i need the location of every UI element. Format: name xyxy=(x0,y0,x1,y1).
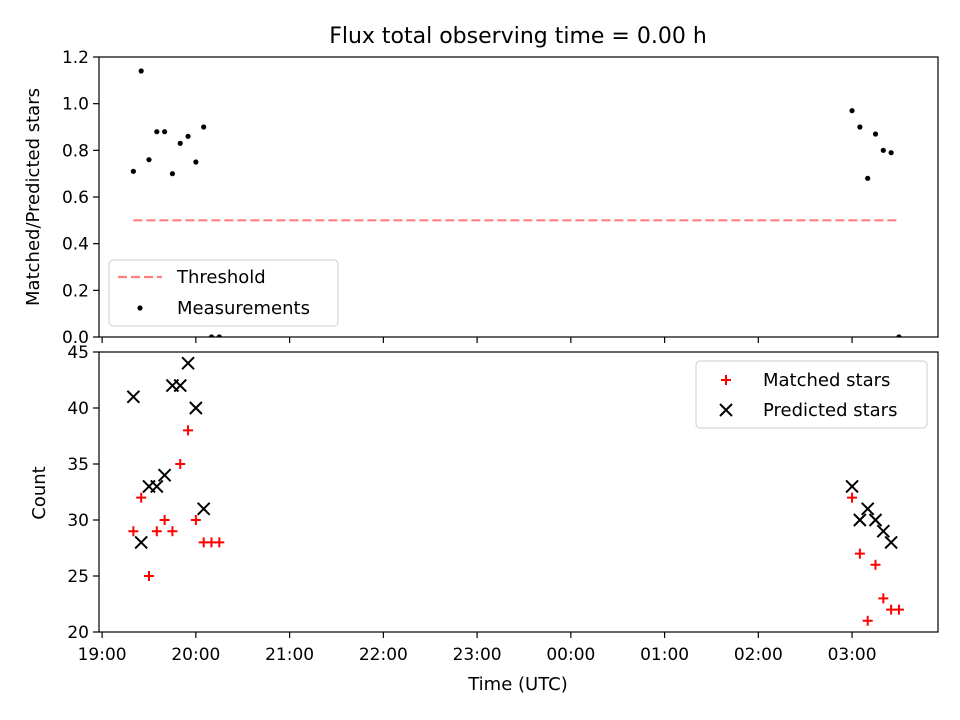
predicted-stars-point xyxy=(134,535,148,550)
y-tick-label: 25 xyxy=(67,567,89,587)
x-tick-label: 20:00 xyxy=(171,645,220,665)
ratio-legend: Threshold Measurements xyxy=(108,259,339,327)
legend-box xyxy=(695,360,928,429)
y-tick-label: 0.2 xyxy=(62,281,89,301)
measurement-point xyxy=(872,131,879,137)
chart-title: Flux total observing time = 0.00 h xyxy=(329,24,707,49)
predicted-stars-point xyxy=(868,513,883,527)
matched-stars-point xyxy=(847,492,858,503)
measurement-point xyxy=(857,124,863,130)
matched-stars-point xyxy=(183,425,194,436)
matched-stars-point xyxy=(190,515,201,525)
y-tick-label: 0.8 xyxy=(62,141,89,161)
x-tick-label: 00:00 xyxy=(546,645,595,665)
y-tick-label: 0.6 xyxy=(62,188,89,208)
matched-stars-point xyxy=(128,526,139,537)
measurement-point xyxy=(154,129,160,135)
count-panel: 20 25 30 35 40 45 19:00 20:00 21:00 22:00 23:00 00:… xyxy=(29,343,939,695)
measurement-point xyxy=(896,334,902,337)
legend-predicted-label: Predicted stars xyxy=(763,400,897,421)
matched-stars-point xyxy=(143,571,154,581)
x-tick-label: 02:00 xyxy=(734,645,783,665)
legend-matched-swatch xyxy=(721,375,731,385)
matched-stars-point xyxy=(167,526,178,537)
y-tick-label: 0.4 xyxy=(62,235,89,255)
matched-stars-point xyxy=(854,548,865,559)
matched-stars-point xyxy=(136,492,147,503)
measurement-point xyxy=(193,159,199,165)
y-tick-label: 30 xyxy=(67,511,89,531)
x-tick-label: 22:00 xyxy=(359,645,408,665)
measurement-point xyxy=(169,171,176,177)
y-tick-label: 1.0 xyxy=(62,95,89,115)
y-tick-label: 35 xyxy=(67,455,89,475)
measurement-point xyxy=(201,124,207,130)
predicted-stars-point xyxy=(173,378,187,393)
ratio-panel: Flux total observing time = 0.00 h 0.00.… xyxy=(23,24,939,348)
measurement-point xyxy=(849,108,855,114)
predicted-stars-point xyxy=(181,356,195,370)
matched-stars-point xyxy=(878,593,889,604)
legend-measurements-label: Measurements xyxy=(177,298,310,319)
predicted-stars-point xyxy=(853,513,867,527)
measurement-point xyxy=(880,147,886,153)
legend-matched-label: Matched stars xyxy=(763,370,890,391)
measurement-point xyxy=(138,68,144,74)
matched-stars-point xyxy=(159,515,170,525)
predicted-stars-point xyxy=(150,479,164,494)
matched-stars-point xyxy=(862,615,873,626)
matched-stars-point xyxy=(151,526,162,537)
legend-threshold-label: Threshold xyxy=(176,267,266,288)
x-tick-label: 03:00 xyxy=(828,645,877,665)
matched-stars-point xyxy=(893,604,904,615)
count-y-axis-label: Count xyxy=(29,466,50,519)
matched-stars-point xyxy=(214,537,225,548)
series-layer xyxy=(126,356,904,626)
predicted-stars-point xyxy=(876,524,891,538)
predicted-stars-point xyxy=(884,535,898,550)
y-tick-label: 45 xyxy=(67,343,89,363)
measurement-point xyxy=(146,157,152,163)
y-tick-label: 40 xyxy=(67,399,89,419)
series-layer xyxy=(130,68,902,337)
measurement-point xyxy=(865,175,871,181)
x-tick-label: 23:00 xyxy=(453,645,502,665)
matched-stars-point xyxy=(175,459,186,469)
x-tick-label: 21:00 xyxy=(265,645,314,665)
predicted-stars-point xyxy=(157,468,172,482)
y-tick-label: 0.0 xyxy=(62,328,89,348)
legend-predicted-swatch xyxy=(719,403,733,417)
predicted-stars-point xyxy=(845,479,859,494)
measurement-point xyxy=(216,334,222,337)
count-plot-area: 20 25 30 35 40 45 19:00 20:00 21:00 22:00 23:00 00:… xyxy=(67,343,939,665)
legend-measurements-swatch xyxy=(137,305,143,311)
predicted-stars-point xyxy=(860,502,875,516)
x-tick-label: 01:00 xyxy=(640,645,689,665)
legend-box xyxy=(108,259,339,327)
time-x-axis-label: Time (UTC) xyxy=(467,674,568,695)
count-legend: Matched stars Predicted stars xyxy=(695,360,928,429)
measurement-point xyxy=(177,140,183,146)
measurement-point xyxy=(208,334,215,337)
predicted-stars-point xyxy=(126,390,141,404)
measurement-point xyxy=(888,150,894,156)
predicted-stars-point xyxy=(189,401,203,415)
plot-frame xyxy=(98,351,939,633)
y-tick-label: 20 xyxy=(67,623,89,643)
ratio-plot-area: 0.0 0.2 0.4 0.6 0.8 1.0 1.2 xyxy=(62,48,939,348)
measurement-point xyxy=(162,129,168,135)
measurement-point xyxy=(130,168,136,174)
predicted-stars-point xyxy=(196,502,211,516)
matched-stars-point xyxy=(870,559,881,570)
y-tick-label: 1.2 xyxy=(62,48,89,68)
x-tick-label: 19:00 xyxy=(78,645,127,665)
measurement-point xyxy=(185,133,191,139)
ratio-y-axis-label: Matched/Predicted stars xyxy=(23,88,44,306)
